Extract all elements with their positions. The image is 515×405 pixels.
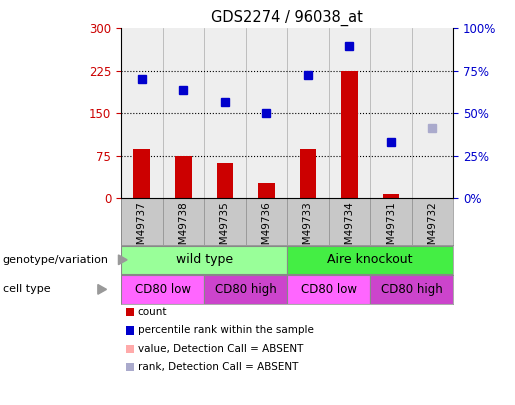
Bar (287, 275, 370, 304)
Text: cell type: cell type (3, 284, 50, 294)
Bar (287, 28, 329, 198)
Text: wild type: wild type (176, 253, 233, 266)
Text: CD80 high: CD80 high (215, 283, 277, 296)
Bar (121, 245, 287, 274)
Text: rank, Detection Call = ABSENT: rank, Detection Call = ABSENT (138, 362, 298, 372)
Text: GSM49734: GSM49734 (345, 201, 354, 258)
Bar (175, 156, 192, 198)
Text: GSM49733: GSM49733 (303, 201, 313, 258)
Bar (370, 28, 411, 198)
Bar (163, 28, 204, 198)
Text: CD80 low: CD80 low (301, 283, 356, 296)
Bar (216, 163, 233, 198)
Bar (258, 183, 274, 198)
Text: CD80 high: CD80 high (381, 283, 442, 296)
Text: value, Detection Call = ABSENT: value, Detection Call = ABSENT (138, 344, 303, 354)
Bar (204, 28, 246, 198)
Text: GSM49736: GSM49736 (261, 201, 271, 258)
Bar (246, 28, 287, 198)
Bar (329, 28, 370, 198)
Bar (287, 245, 453, 274)
Bar (370, 275, 453, 304)
Text: genotype/variation: genotype/variation (3, 255, 109, 265)
Bar (411, 28, 453, 198)
Text: GSM49738: GSM49738 (178, 201, 188, 258)
Text: GSM49737: GSM49737 (137, 201, 147, 258)
Text: GSM49735: GSM49735 (220, 201, 230, 258)
Text: count: count (138, 307, 167, 317)
Text: GSM49732: GSM49732 (427, 201, 437, 258)
Bar (204, 275, 287, 304)
Bar (133, 149, 150, 198)
Bar (383, 194, 399, 198)
Bar (341, 71, 358, 198)
Bar (300, 149, 316, 198)
Title: GDS2274 / 96038_at: GDS2274 / 96038_at (211, 9, 363, 26)
Bar (121, 275, 204, 304)
Text: Aire knockout: Aire knockout (328, 253, 413, 266)
Text: percentile rank within the sample: percentile rank within the sample (138, 326, 314, 335)
Text: CD80 low: CD80 low (134, 283, 191, 296)
Bar (121, 28, 163, 198)
Text: GSM49731: GSM49731 (386, 201, 396, 258)
